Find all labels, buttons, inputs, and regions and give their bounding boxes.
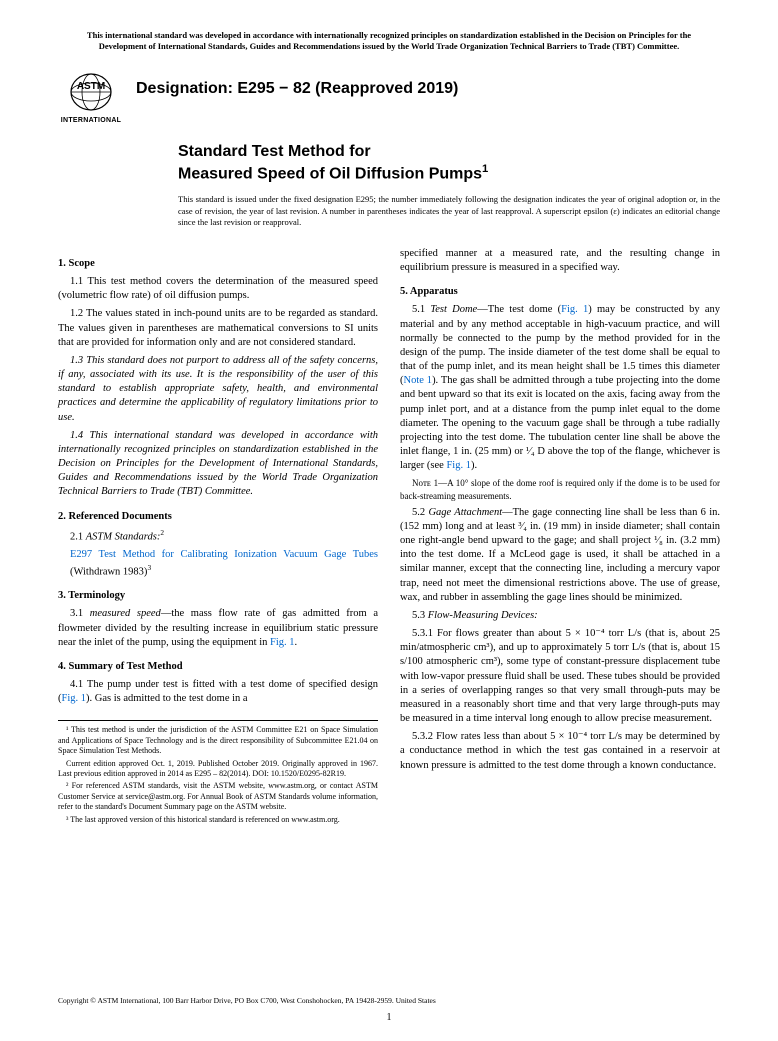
sec1-p1: 1.1 This test method covers the determin… [58, 275, 378, 303]
s5p1-e: ). [471, 460, 477, 471]
astm-logo: ASTM INTERNATIONAL [58, 72, 124, 124]
sec1-p4: 1.4 This international standard was deve… [58, 429, 378, 500]
s5p2-a: 5.2 [412, 507, 428, 518]
note1-label: Nᴏᴛᴇ 1— [412, 478, 447, 488]
s5p2-b: —The gage connecting line shall be less … [400, 507, 720, 603]
sec5-p3: 5.3 Flow-Measuring Devices: [400, 609, 720, 623]
page: This international standard was develope… [0, 0, 778, 1041]
ref-suffix: (Withdrawn 1983) [70, 566, 147, 577]
s5p1-d: ). The gas shall be admitted through a t… [400, 375, 720, 471]
fig1-link-c[interactable]: Fig. 1 [561, 304, 588, 315]
title-text: Measured Speed of Oil Diffusion Pumps [178, 165, 482, 182]
issuance-note: This standard is issued under the fixed … [178, 194, 720, 228]
header-row: ASTM INTERNATIONAL Designation: E295 − 8… [58, 72, 720, 124]
designation: Designation: E295 − 82 (Reapproved 2019) [136, 80, 458, 98]
note-1: Nᴏᴛᴇ 1—A 10° slope of the dome roof is r… [400, 477, 720, 501]
fig1-link-b[interactable]: Fig. 1 [62, 693, 87, 704]
sec5-p1: 5.1 Test Dome—The test dome (Fig. 1) may… [400, 303, 720, 473]
s5p1-b: —The test dome ( [477, 304, 561, 315]
s3-end: . [295, 637, 298, 648]
sec5-p2: 5.2 Gage Attachment—The gage connecting … [400, 506, 720, 605]
title-line2: Measured Speed of Oil Diffusion Pumps1 [178, 162, 720, 184]
s2-prefix: 2.1 [70, 531, 86, 542]
sec5-p32: 5.3.2 Flow rates less than about 5 × 10⁻… [400, 730, 720, 773]
footnotes: ¹ This test method is under the jurisdic… [58, 720, 378, 825]
sec5-head: 5. Apparatus [400, 285, 720, 299]
s4-b: ). Gas is admitted to the test dome in a [86, 693, 248, 704]
col-right: specified manner at a measured rate, and… [400, 247, 720, 827]
sec2-p1: 2.1 ASTM Standards:2 [58, 528, 378, 545]
s2-italic: ASTM Standards: [86, 531, 161, 542]
title-line1: Standard Test Method for [178, 142, 720, 162]
fig1-link-a[interactable]: Fig. 1 [270, 637, 295, 648]
s3-term: measured speed [90, 608, 161, 619]
note1-text: A 10° slope of the dome roof is required… [400, 478, 720, 500]
sec1-p3: 1.3 This standard does not purport to ad… [58, 354, 378, 425]
logo-subtext: INTERNATIONAL [58, 117, 124, 124]
ref-e297-link[interactable]: E297 Test Method for Calibrating Ionizat… [70, 549, 378, 560]
sec4-p1: 4.1 The pump under test is fitted with a… [58, 678, 378, 706]
title-sup: 1 [482, 163, 488, 175]
svg-text:ASTM: ASTM [77, 81, 105, 92]
ref-code: E297 [70, 549, 92, 560]
sec2-head: 2. Referenced Documents [58, 510, 378, 524]
ref-sup: 3 [147, 563, 151, 572]
title-block: Standard Test Method for Measured Speed … [178, 142, 720, 229]
ref-text: Test Method for Calibrating Ionization V… [92, 549, 378, 560]
page-number: 1 [0, 1012, 778, 1023]
s5p1-a: 5.1 [412, 304, 430, 315]
sec1-p2: 1.2 The values stated in inch-pound unit… [58, 307, 378, 350]
sec3-p1: 3.1 measured speed—the mass flow rate of… [58, 607, 378, 650]
s5p3-term: Flow-Measuring Devices: [428, 610, 538, 621]
sec4-cont: specified manner at a measured rate, and… [400, 247, 720, 275]
footnote-2: ² For referenced ASTM standards, visit t… [58, 781, 378, 812]
sec2-link-line: E297 Test Method for Calibrating Ionizat… [58, 548, 378, 579]
footnote-3: ³ The last approved version of this hist… [58, 815, 378, 825]
s5p1-term: Test Dome [430, 304, 477, 315]
body-columns: 1. Scope 1.1 This test method covers the… [58, 247, 720, 827]
s5p2-term: Gage Attachment [428, 507, 502, 518]
s2-sup: 2 [160, 528, 164, 537]
s5p3-a: 5.3 [412, 610, 428, 621]
s5p1-c: ) may be constructed by any material and… [400, 304, 720, 386]
astm-globe-icon: ASTM [61, 72, 121, 112]
copyright: Copyright © ASTM International, 100 Barr… [58, 996, 436, 1005]
sec3-head: 3. Terminology [58, 589, 378, 603]
footnote-1: ¹ This test method is under the jurisdic… [58, 725, 378, 756]
sec1-head: 1. Scope [58, 257, 378, 271]
footnote-1b: Current edition approved Oct. 1, 2019. P… [58, 759, 378, 780]
note1-link[interactable]: Note 1 [404, 375, 433, 386]
sec5-p31: 5.3.1 For flows greater than about 5 × 1… [400, 627, 720, 726]
tbt-banner: This international standard was develope… [58, 30, 720, 64]
sec4-head: 4. Summary of Test Method [58, 660, 378, 674]
s3-prefix: 3.1 [70, 608, 90, 619]
fig1-link-d[interactable]: Fig. 1 [446, 460, 471, 471]
col-left: 1. Scope 1.1 This test method covers the… [58, 247, 378, 827]
